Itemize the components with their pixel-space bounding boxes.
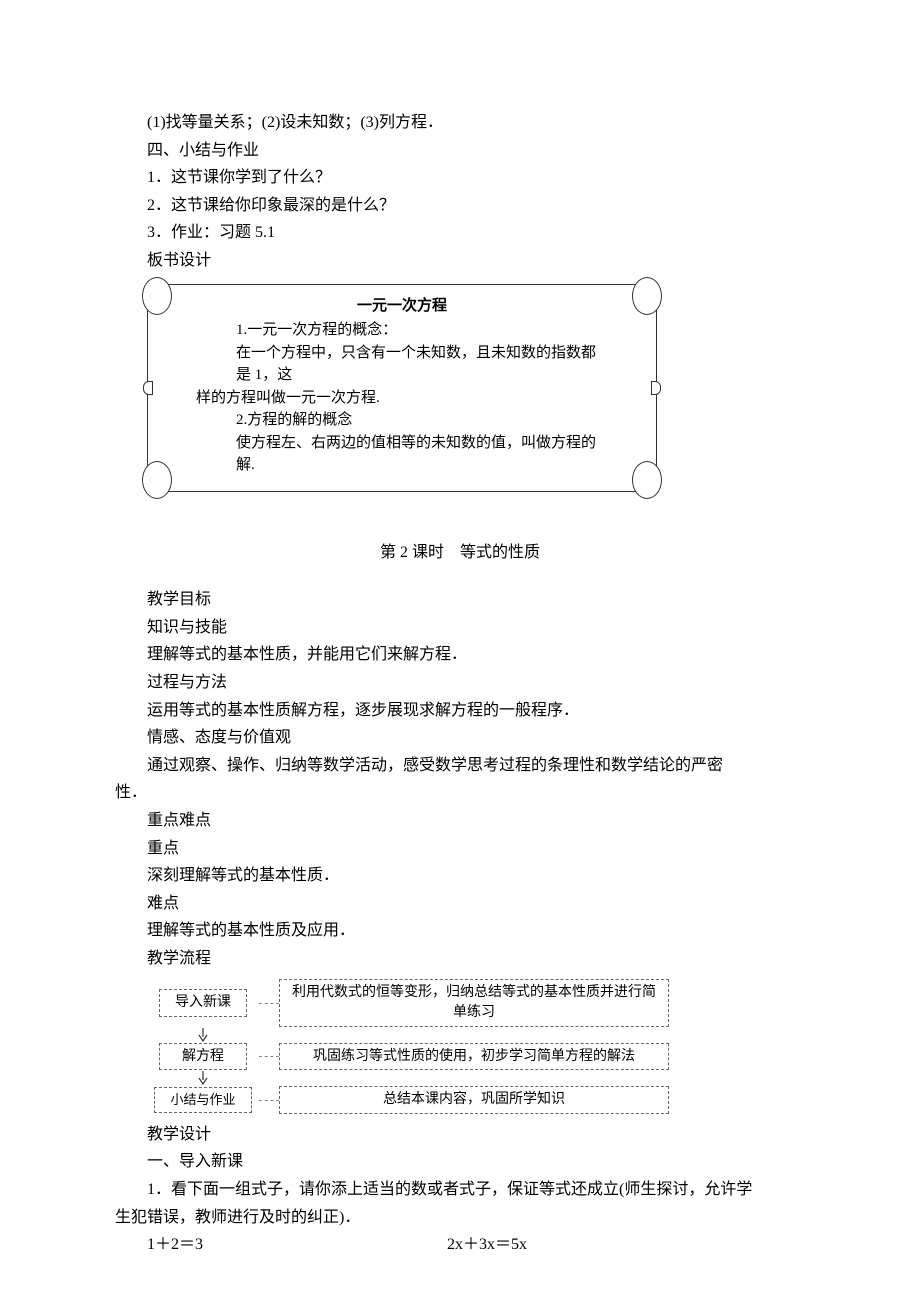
scroll-cap-icon: [632, 277, 662, 315]
steps-line: (1)找等量关系；(2)设未知数；(3)列方程．: [115, 110, 805, 136]
scroll-line: 样的方程叫做一元一次方程.: [196, 387, 608, 410]
key-heading: 重点: [115, 836, 805, 862]
scroll-line: 2.方程的解的概念: [196, 409, 608, 432]
flow-connector: [259, 1100, 279, 1101]
scroll-cap-icon: [142, 277, 172, 315]
flow-node-solve: 解方程: [159, 1043, 247, 1071]
teaching-flow-heading: 教学流程: [115, 946, 805, 972]
key-difficulty-heading: 重点难点: [115, 808, 805, 834]
lesson-2-title: 第 2 课时 等式的性质: [115, 540, 805, 566]
section-4-heading: 四、小结与作业: [115, 138, 805, 164]
knowledge-heading: 知识与技能: [115, 615, 805, 641]
scroll-title: 一元一次方程: [196, 295, 608, 318]
difficulty-content: 理解等式的基本性质及应用．: [115, 918, 805, 944]
board-design-label: 板书设计: [115, 248, 805, 274]
difficulty-heading: 难点: [115, 891, 805, 917]
scroll-line: 使方程左、右两边的值相等的未知数的值，叫做方程的解.: [196, 432, 608, 477]
scroll-line: 在一个方程中，只含有一个未知数，且未知数的指数都是 1，这: [196, 342, 608, 387]
flow-connector: [259, 1003, 279, 1004]
scroll-waist-icon: [651, 381, 661, 395]
homework-line: 3．作业：习题 5.1: [115, 220, 805, 246]
flow-diagram: 导入新课 利用代数式的恒等变形，归纳总结等式的基本性质并进行简 单练习 解方程 …: [147, 979, 669, 1113]
teaching-design-heading: 教学设计: [115, 1122, 805, 1148]
down-arrow-icon: [147, 1027, 259, 1043]
flow-node-summary-desc: 总结本课内容，巩固所学知识: [279, 1086, 669, 1114]
scroll-figure: 一元一次方程 1.一元一次方程的概念： 在一个方程中，只含有一个未知数，且未知数…: [147, 284, 657, 492]
equation-right: 2x＋3x＝5x: [447, 1232, 527, 1258]
process-heading: 过程与方法: [115, 670, 805, 696]
intro-heading: 一、导入新课: [115, 1149, 805, 1175]
down-arrow-icon: [147, 1070, 259, 1086]
scroll-cap-icon: [632, 461, 662, 499]
exercise-line-b: 生犯错误，教师进行及时的纠正)．: [115, 1205, 805, 1231]
flow-text: 利用代数式的恒等变形，归纳总结等式的基本性质并进行简: [292, 985, 656, 1000]
attitude-content-b: 性．: [115, 780, 805, 806]
knowledge-content: 理解等式的基本性质，并能用它们来解方程．: [115, 642, 805, 668]
flow-node-intro-desc: 利用代数式的恒等变形，归纳总结等式的基本性质并进行简 单练习: [279, 979, 669, 1026]
summary-q1: 1．这节课你学到了什么？: [115, 165, 805, 191]
scroll-waist-icon: [143, 381, 153, 395]
attitude-content-a: 通过观察、操作、归纳等数学活动，感受数学思考过程的条理性和数学结论的严密: [115, 753, 805, 779]
flow-node-solve-desc: 巩固练习等式性质的使用，初步学习简单方程的解法: [279, 1043, 669, 1071]
attitude-heading: 情感、态度与价值观: [115, 725, 805, 751]
scroll-cap-icon: [142, 461, 172, 499]
flow-node-summary: 小结与作业: [154, 1087, 252, 1113]
summary-q2: 2．这节课给你印象最深的是什么？: [115, 193, 805, 219]
process-content: 运用等式的基本性质解方程，逐步展现求解方程的一般程序．: [115, 698, 805, 724]
key-content: 深刻理解等式的基本性质．: [115, 863, 805, 889]
flow-text: 单练习: [453, 1005, 495, 1020]
flow-connector: [259, 1056, 279, 1057]
teaching-goal-heading: 教学目标: [115, 587, 805, 613]
exercise-line-a: 1．看下面一组式子，请你添上适当的数或者式子，保证等式还成立(师生探讨，允许学: [115, 1177, 805, 1203]
flow-node-intro: 导入新课: [159, 989, 247, 1017]
equation-left: 1＋2＝3: [147, 1232, 447, 1258]
scroll-line: 1.一元一次方程的概念：: [196, 319, 608, 342]
